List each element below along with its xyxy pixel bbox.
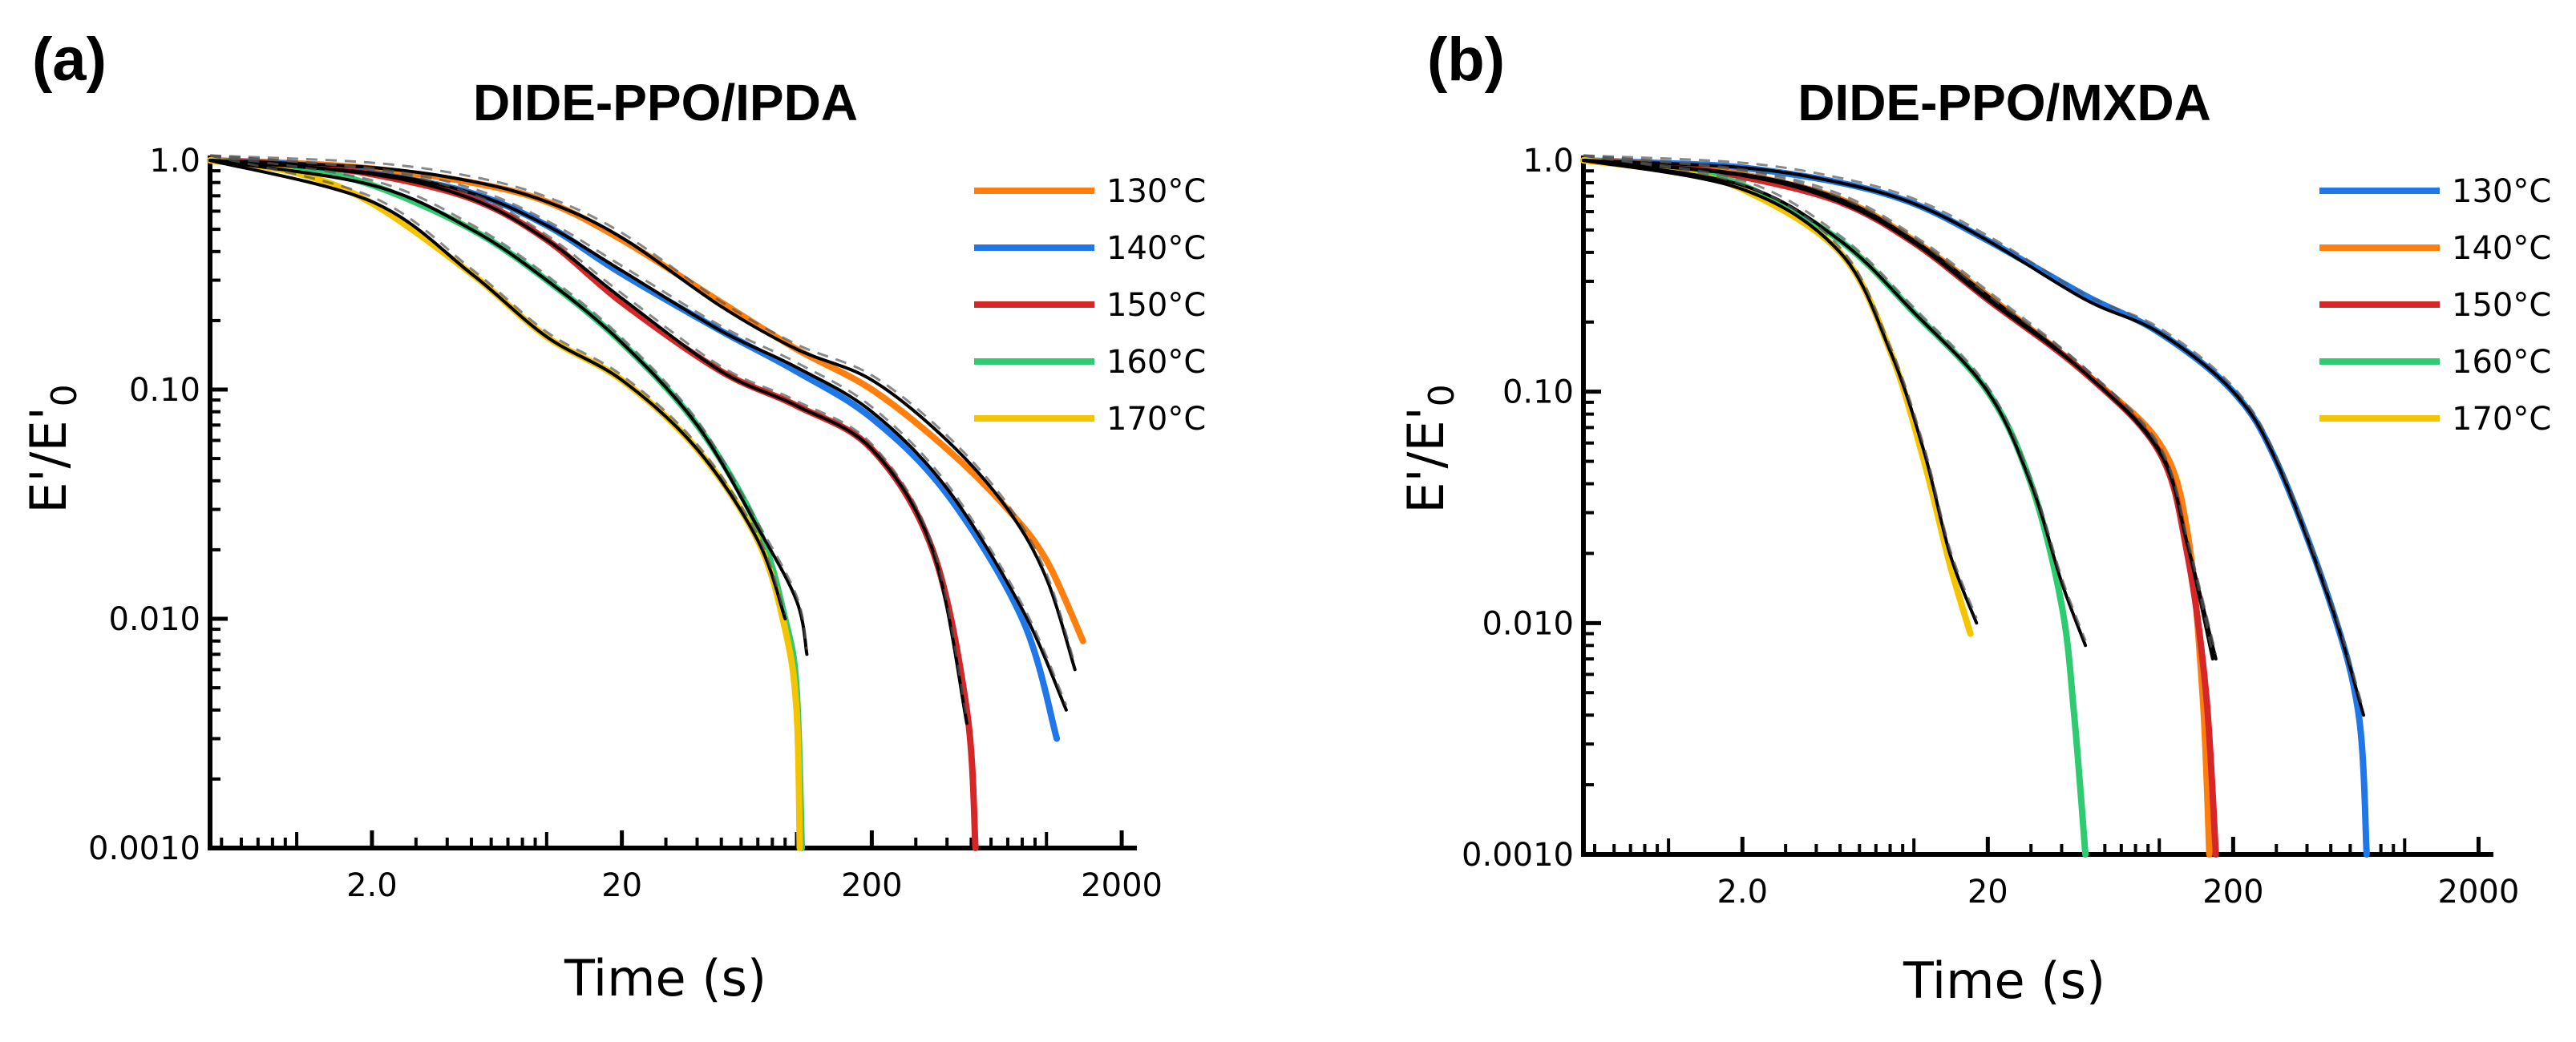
legend-label: 160°C <box>2452 344 2551 381</box>
chart-panel-b: (b) DIDE-PPO/MXDA Time (s) E'/E'0 1.0 0.1… <box>1397 26 2551 1010</box>
y-tick-label: 0.010 <box>1482 605 1574 642</box>
fit-curve-dashed <box>1583 154 2087 641</box>
fit-curve-dashed <box>1583 154 2365 711</box>
y-tick-label: 0.010 <box>108 601 200 638</box>
fit-curve <box>1582 159 2214 660</box>
y-axis-title-sub-a: 0 <box>44 384 85 406</box>
series-line-150c <box>1580 157 2219 858</box>
x-tick-label: 200 <box>841 867 902 904</box>
y-axis-title-main-a: E'/E' <box>19 406 78 513</box>
y-tick-label: 0.0010 <box>1462 837 1574 874</box>
fit-curve <box>208 159 787 620</box>
fit-curve <box>1582 159 1979 625</box>
series-line-160c <box>207 157 806 851</box>
y-tick-label: 0.10 <box>1502 374 1574 411</box>
x-axis-title-b: Time (s) <box>1903 951 2105 1010</box>
chart-title-a: DIDE-PPO/IPDA <box>473 74 858 131</box>
x-tick-label: 200 <box>2202 874 2263 911</box>
fit-curve <box>208 159 809 656</box>
legend-label: 160°C <box>1106 344 1206 381</box>
y-axis-title-sub-b: 0 <box>1421 384 1462 406</box>
fit-curve-dashed <box>209 154 808 650</box>
y-tick-label: 1.0 <box>1523 143 1574 180</box>
y-axis-title-a: E'/E'0 <box>19 384 85 513</box>
y-tick-label: 1.0 <box>149 143 200 180</box>
x-axis-title-a: Time (s) <box>564 949 766 1008</box>
legend-b: 130°C 140°C 150°C 160°C 170°C <box>2319 173 2551 438</box>
series-line-130c <box>1580 157 2370 858</box>
legend-label: 130°C <box>1106 173 1206 210</box>
y-tick-label: 0.0010 <box>88 830 200 867</box>
fit-curve-dashed <box>209 154 787 615</box>
y-axis-title-main-b: E'/E' <box>1397 406 1455 513</box>
fit-curve <box>1582 159 2365 717</box>
x-tick-label: 2.0 <box>1717 874 1768 911</box>
fit-curve-dashed <box>1583 154 1978 619</box>
fit-curve-dashed <box>209 154 1077 665</box>
x-tick-label: 2000 <box>1081 867 1163 904</box>
legend-label: 170°C <box>1106 401 1206 438</box>
series-line-170c <box>1580 157 1974 637</box>
plot-area-b: 1.0 0.10 0.010 0.0010 2.0 20 200 2000 <box>1462 143 2519 911</box>
panel-label-a: (a) <box>32 26 107 94</box>
x-tick-label: 20 <box>1967 874 2008 911</box>
fit-curve-dashed <box>1583 154 2214 655</box>
fit-curve <box>208 159 1068 712</box>
fit-curve <box>208 159 1077 672</box>
x-tick-label: 20 <box>601 867 642 904</box>
legend-label: 140°C <box>2452 230 2551 267</box>
y-axis-title-b: E'/E'0 <box>1397 384 1462 513</box>
x-tick-label: 2.0 <box>346 867 398 904</box>
legend-label: 150°C <box>1106 287 1206 324</box>
chart-title-b: DIDE-PPO/MXDA <box>1798 74 2211 131</box>
series-line-140c <box>1580 157 2213 858</box>
fit-curve-dashed <box>209 154 1068 706</box>
series-line-150c <box>207 157 979 851</box>
panel-label-b: (b) <box>1427 26 1505 94</box>
series-line-170c <box>207 157 803 851</box>
fit-curve <box>208 159 969 725</box>
series-line-160c <box>1580 157 2089 858</box>
legend-label: 140°C <box>1106 230 1206 267</box>
legend-label: 130°C <box>2452 173 2551 210</box>
legend-label: 150°C <box>2452 287 2551 324</box>
x-tick-label: 2000 <box>2438 874 2520 911</box>
legend-label: 170°C <box>2452 401 2551 438</box>
fit-curve-dashed <box>209 154 969 719</box>
chart-panel-a: (a) DIDE-PPO/IPDA Time (s) E'/E'0 1.0 0.1… <box>19 26 1206 1008</box>
plot-area-a: 1.0 0.10 0.010 0.0010 2.0 20 200 2000 <box>88 143 1163 904</box>
legend-a: 130°C 140°C 150°C 160°C 170°C <box>974 173 1206 438</box>
y-tick-label: 0.10 <box>129 372 200 409</box>
